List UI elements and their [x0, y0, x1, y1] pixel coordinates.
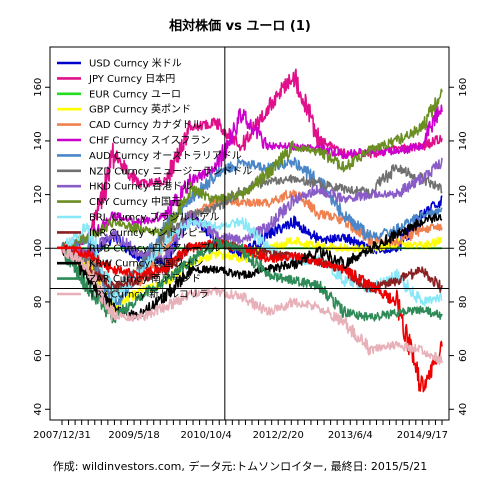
- legend: USD Curncy 米ドル JPY Curncy 日本円 EUR Curncy ユ…: [57, 57, 252, 301]
- legend-label-zar: ZAR Curncy 南アランド: [89, 272, 201, 285]
- y-tick-label-right-120: 120: [458, 185, 469, 204]
- legend-label-aud: AUD Curncy オーストラリアドル: [89, 150, 242, 162]
- axes-layer: 40 40 60 60 80 80 100 100 120 120 140 140 160 160 2007…: [33, 78, 469, 441]
- x-tick-label: 2014/9/17: [397, 430, 448, 441]
- y-tick-label-left-100: 100: [33, 239, 44, 258]
- legend-label-usd: USD Curncy 米ドル: [89, 57, 182, 70]
- y-tick-label-right-160: 160: [458, 78, 469, 97]
- y-tick-label-left-40: 40: [33, 403, 44, 416]
- legend-label-brl: BRL Curncy ブラジルレアル: [89, 211, 219, 224]
- chart-title: 相対株価 vs ユーロ (1): [169, 18, 311, 34]
- y-tick-label-left-120: 120: [33, 185, 44, 204]
- legend-label-jpy: JPY Curncy 日本円: [88, 72, 175, 85]
- x-tick-label: 2013/6/4: [328, 430, 373, 441]
- legend-label-krw: KRW Curncy 韓国ウォン: [89, 258, 203, 270]
- legend-label-gbp: GBP Curncy 英ポンド: [89, 103, 191, 116]
- legend-label-try: TRY Curncy 新トルコリラ: [88, 288, 209, 301]
- series-line-cny: [61, 88, 443, 252]
- legend-label-cny: CNY Curncy 中国元: [89, 195, 181, 208]
- legend-label-eur: EUR Curncy ユーロ: [89, 89, 181, 100]
- y-tick-label-left-160: 160: [33, 78, 44, 97]
- y-tick-label-right-100: 100: [458, 239, 469, 258]
- legend-label-chf: CHF Curncy スイスフラン: [89, 135, 210, 147]
- y-tick-label-right-60: 60: [458, 349, 469, 362]
- y-tick-label-right-140: 140: [458, 131, 469, 150]
- chart-caption: 作成: wildinvestors.com, データ元:トムソンロイター, 最終…: [53, 459, 427, 473]
- y-tick-label-left-140: 140: [33, 131, 44, 150]
- series-line-nzd: [61, 164, 443, 296]
- x-tick-label: 2010/10/4: [180, 430, 231, 441]
- x-tick-label: 2009/5/18: [108, 430, 159, 441]
- y-tick-label-left-60: 60: [33, 349, 44, 362]
- legend-label-hkd: HKD Curncy 香港ドル: [89, 181, 192, 193]
- y-tick-label-right-40: 40: [458, 403, 469, 416]
- legend-label-rub: RUB Curncy ロシアルーブル: [89, 241, 221, 254]
- x-tick-label: 2012/2/20: [253, 430, 304, 441]
- y-tick-label-left-80: 80: [33, 296, 44, 309]
- legend-label-inr: INR Curncy インドルピー: [89, 227, 208, 239]
- plot-frame: [49, 46, 450, 421]
- reference-lines: [50, 47, 449, 420]
- legend-label-nzd: NZD Curncy ニュージーランドドル: [89, 165, 252, 177]
- series-line-usd: [61, 195, 443, 271]
- x-tick-label: 2007/12/31: [33, 430, 91, 441]
- series-line-try: [61, 246, 443, 365]
- series-line-aud: [61, 157, 443, 306]
- series-line-zar: [61, 237, 443, 324]
- legend-label-cad: CAD Curncy カナダドル: [89, 118, 202, 131]
- y-tick-label-right-80: 80: [458, 296, 469, 309]
